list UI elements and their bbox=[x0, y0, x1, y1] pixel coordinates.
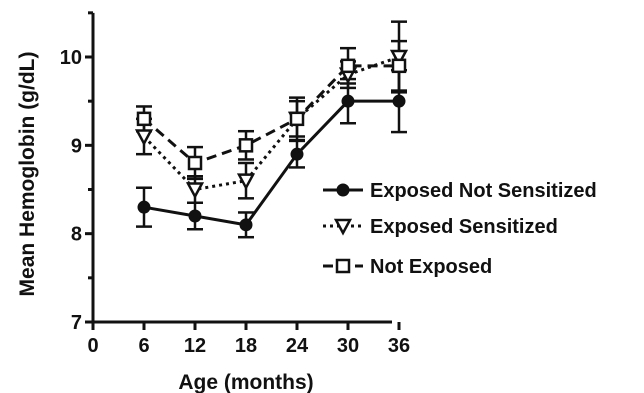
x-tick-label: 6 bbox=[138, 335, 149, 357]
series-line bbox=[143, 64, 399, 165]
y-axis-label: Mean Hemoglobin (g/dL) bbox=[16, 52, 39, 297]
legend-label: Exposed Not Sensitized bbox=[370, 180, 597, 202]
data-point bbox=[134, 129, 154, 147]
y-ticks: 7 8 9 10 bbox=[60, 11, 93, 334]
y-tick-label: 8 bbox=[71, 224, 82, 246]
markers-not-exposed bbox=[136, 58, 407, 171]
series-line bbox=[142, 55, 400, 192]
x-tick-label: 12 bbox=[184, 335, 206, 357]
legend: Exposed Not Sensitized Exposed Sensitized… bbox=[323, 180, 597, 278]
x-tick-label: 0 bbox=[87, 335, 98, 357]
data-point bbox=[289, 111, 305, 127]
data-point bbox=[290, 147, 304, 161]
legend-marker bbox=[335, 258, 351, 274]
data-point bbox=[187, 155, 203, 171]
x-tick-label: 24 bbox=[286, 335, 309, 357]
data-point bbox=[238, 138, 254, 153]
x-tick-label: 18 bbox=[235, 335, 257, 357]
markers-exposed-not-sensitized bbox=[137, 94, 406, 232]
data-point bbox=[239, 218, 253, 232]
legend-label: Not Exposed bbox=[370, 256, 492, 278]
series-line bbox=[143, 99, 399, 227]
data-point bbox=[185, 182, 205, 200]
data-point bbox=[340, 58, 356, 74]
y-tick-label: 10 bbox=[60, 47, 82, 69]
legend-marker bbox=[333, 218, 353, 236]
data-point bbox=[137, 200, 151, 214]
x-tick-label: 30 bbox=[337, 335, 359, 357]
legend-item: Exposed Not Sensitized bbox=[323, 180, 597, 202]
y-tick-label: 9 bbox=[71, 135, 82, 157]
x-tick-label: 36 bbox=[388, 335, 410, 357]
data-point bbox=[188, 209, 202, 223]
legend-marker bbox=[336, 183, 350, 197]
legend-label: Exposed Sensitized bbox=[370, 216, 558, 238]
data-point bbox=[136, 111, 152, 127]
y-tick-label: 7 bbox=[71, 312, 82, 334]
data-point bbox=[341, 94, 355, 108]
data-point bbox=[389, 49, 409, 67]
series-layer bbox=[134, 20, 409, 239]
series-not-exposed bbox=[136, 39, 407, 181]
x-axis-label: Age (months) bbox=[178, 371, 313, 393]
series-exposed-not-sensitized bbox=[136, 69, 407, 239]
legend-item: Exposed Sensitized bbox=[323, 216, 558, 238]
markers-exposed-sensitized bbox=[134, 49, 409, 200]
data-point bbox=[236, 173, 256, 191]
data-point bbox=[392, 94, 406, 108]
series-exposed-sensitized bbox=[136, 20, 407, 204]
data-point bbox=[391, 58, 407, 74]
axes bbox=[91, 12, 392, 324]
legend-item: Not Exposed bbox=[323, 256, 492, 278]
x-ticks: 0 6 12 18 24 30 36 bbox=[87, 322, 410, 357]
